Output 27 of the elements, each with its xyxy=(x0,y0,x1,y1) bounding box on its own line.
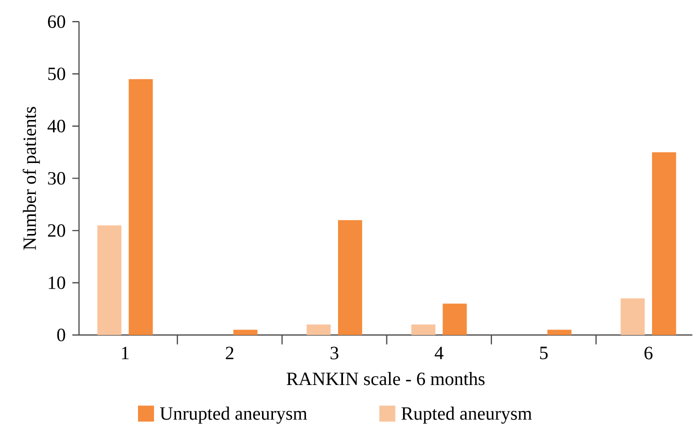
bar xyxy=(97,225,122,335)
y-tick-label: 60 xyxy=(48,15,66,28)
legend-label: Rupted aneurysm xyxy=(401,406,532,424)
x-tick-label: 2 xyxy=(226,346,234,360)
x-tick-label: 6 xyxy=(644,346,652,360)
y-tick-label: 10 xyxy=(48,276,66,290)
x-axis-title: RANKIN scale - 6 months xyxy=(286,372,485,386)
x-tick-label: 1 xyxy=(122,346,129,360)
y-axis-title: Number of patients xyxy=(22,106,40,250)
bar xyxy=(338,220,362,335)
bar xyxy=(652,152,676,335)
bar xyxy=(442,304,467,335)
bar xyxy=(620,298,645,335)
y-tick-label: 40 xyxy=(48,120,66,132)
bar xyxy=(306,324,331,335)
x-tick-label: 3 xyxy=(330,346,338,360)
y-tick-label: 0 xyxy=(57,328,66,342)
y-tick-label: 20 xyxy=(48,224,66,237)
bar xyxy=(233,330,258,335)
y-tick-label: 50 xyxy=(48,68,66,80)
bar xyxy=(411,324,436,335)
bar xyxy=(547,330,572,335)
bar xyxy=(128,79,153,335)
y-tick-label: 30 xyxy=(48,172,66,185)
x-tick-label: 5 xyxy=(540,346,548,360)
legend-label: Unrupted aneurysm xyxy=(160,406,308,424)
x-tick-label: 4 xyxy=(434,346,444,360)
